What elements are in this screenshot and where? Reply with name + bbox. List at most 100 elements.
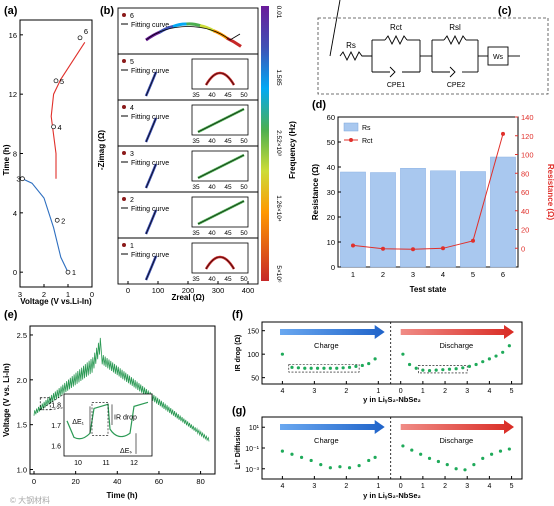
charge-point [303, 366, 307, 370]
discharge-point [410, 448, 414, 452]
label-ws: Ws [493, 54, 504, 61]
panel-b-rows: 6 Fitting curve 5 Fitting curve 35 40 45 50 4 Fit… [117, 7, 259, 285]
d-bar-rs [340, 171, 366, 268]
d-ytick-right-label: 0 [521, 244, 525, 253]
a-series-line [50, 42, 86, 179]
b-inset-tick: 50 [240, 92, 248, 99]
d-xtick-label: 3 [411, 270, 415, 279]
panel-d-label: (d) [312, 99, 326, 111]
panel-f-label: (f) [232, 309, 243, 321]
xtick-label: 2 [344, 483, 348, 490]
charge-arrow [280, 420, 385, 434]
b-nyquist-segment [186, 22, 201, 28]
charge-label: Charge [314, 341, 339, 350]
colorbar: 0.01 1.585 2.52×10³ 1.26×10⁴ 5×10⁶ Frequency… [261, 6, 297, 283]
panel-b-xlabel: Zreal (Ω) [171, 293, 204, 302]
b-inset-fit [197, 154, 245, 179]
colorbar-tick-label: 1.26×10⁴ [275, 195, 282, 222]
xtick-label: 3 [465, 388, 469, 395]
discharge-point [454, 467, 458, 471]
panel-b-ylabel: -Zimag (Ω) [97, 130, 106, 171]
charge-point [319, 463, 323, 467]
b-row-state: 5 [130, 59, 134, 66]
panel-c-label: (c) [498, 5, 512, 17]
colorbar-title: Frequency (Hz) [288, 121, 297, 179]
b-legend-fit: Fitting curve [131, 160, 169, 167]
a-ytick-label: 0 [13, 268, 17, 277]
d-point-rct [411, 247, 415, 252]
discharge-point [419, 452, 423, 456]
b-inset-tick: 35 [192, 92, 200, 99]
a-xtick-label: 0 [90, 290, 94, 299]
b-inset-tick: 35 [192, 276, 200, 283]
d-ytick-right-label: 100 [521, 151, 534, 160]
charge-point [373, 357, 377, 361]
cpe1-symbol [389, 66, 396, 78]
colorbar-tick-label: 5×10⁶ [275, 265, 282, 283]
panel-c: (c) Rs Rct Rsl [317, 0, 549, 95]
f-ytick-label: 100 [247, 352, 259, 359]
discharge-point [501, 350, 505, 354]
f-ytick-label: 150 [247, 329, 259, 336]
d-point-rct [471, 238, 475, 243]
b-legend-fit: Fitting curve [131, 22, 169, 29]
discharge-point [494, 354, 498, 358]
discharge-point [445, 463, 449, 467]
charge-point [296, 366, 300, 370]
d-xtick-label: 4 [441, 270, 445, 279]
charge-point [290, 365, 294, 369]
b-inset-tick: 40 [208, 230, 216, 237]
panel-f-frame [261, 321, 523, 385]
d-ytick-right-label: 140 [521, 113, 534, 122]
b-fit-curve [145, 117, 157, 143]
b-row-state: 3 [130, 151, 134, 158]
e-voltage-curve [33, 337, 210, 442]
xtick-label: 1 [376, 388, 380, 395]
label-cpe2: CPE2 [447, 82, 465, 89]
e-xtick-label: 60 [155, 477, 163, 486]
a-state-marker [51, 124, 56, 130]
a-state-label: 5 [60, 77, 64, 86]
charge-point [315, 366, 320, 370]
d-bar-rs [370, 172, 396, 268]
discharge-point [481, 456, 485, 460]
charge-point [290, 452, 294, 456]
panel-g: (g) Charge Discharge 4 3 2 1 0 1 2 3 4 5 10¹ 10⁻¹ 10⁻³… [232, 405, 523, 500]
b-inset-tick: 50 [240, 138, 248, 145]
discharge-point [490, 452, 494, 456]
charge-point [373, 455, 377, 459]
a-state-marker [20, 176, 25, 182]
charge-point [357, 464, 361, 468]
panel-g-ylabel: Li⁺ Diffusion [235, 427, 242, 469]
d-xtick-label: 6 [501, 270, 505, 279]
d-xtick-label: 1 [351, 270, 355, 279]
charge-point [322, 366, 326, 370]
a-state-label: 4 [58, 123, 62, 132]
b-legend-marker [122, 151, 126, 155]
charge-point [347, 365, 352, 369]
xtick-label: 0 [399, 483, 403, 490]
discharge-label: Discharge [439, 436, 473, 445]
e-inset-box [91, 401, 109, 436]
d-ytick-left-label: 0 [331, 263, 335, 272]
xtick-label: 1 [421, 483, 425, 490]
d-ytick-left-label: 30 [327, 188, 335, 197]
panel-d-plot: 0 10 20 30 40 50 60 0 20 40 60 80 100 120 140 1 2 3 4 5 6 [327, 113, 534, 279]
xtick-label: 4 [487, 483, 491, 490]
b-fit-curve [145, 71, 157, 97]
panel-e-xlabel: Time (h) [107, 491, 138, 500]
resistor-rct [384, 34, 408, 46]
b-row-state: 2 [130, 197, 134, 204]
b-legend-fit: Fitting curve [131, 68, 169, 75]
panel-g-label: (g) [232, 405, 246, 417]
b-legend-fit: Fitting curve [131, 114, 169, 121]
discharge-arrow [400, 420, 514, 434]
panel-e-plot: 1.0 1.5 2.0 2.5 0 20 40 60 80 1.6 1.7 1.8 10 11 12 ΔE₁ I… [17, 331, 210, 486]
panel-e-label: (e) [4, 309, 18, 321]
legend-rct-marker [349, 138, 353, 142]
circuit-border [317, 17, 549, 95]
b-xtick-label: 400 [242, 286, 255, 295]
e-inset-ytick: 1.8 [51, 402, 61, 409]
panel-g-xlabel: y in LiᵧS₂-NbSe₂ [363, 491, 421, 500]
